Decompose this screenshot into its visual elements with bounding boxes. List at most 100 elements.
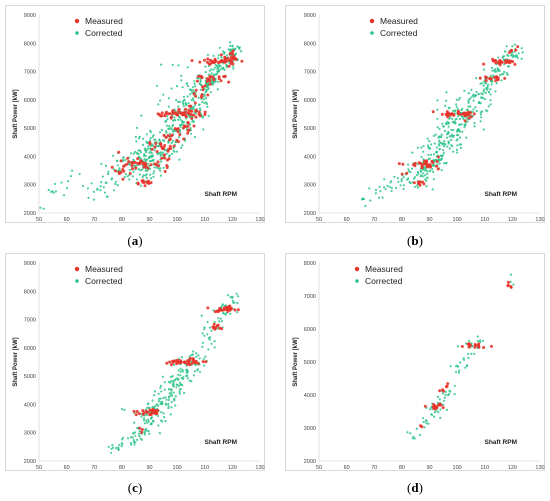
point-corrected <box>181 377 185 380</box>
point-corrected <box>379 190 382 193</box>
point-corrected <box>120 408 124 411</box>
point-corrected <box>153 166 156 169</box>
legend-marker-corrected <box>75 279 79 283</box>
series-corrected <box>107 292 240 454</box>
point-corrected <box>438 148 441 151</box>
point-measured <box>146 166 150 170</box>
point-corrected <box>123 175 126 179</box>
point-corrected <box>225 63 228 66</box>
point-corrected <box>159 386 162 389</box>
point-measured <box>433 404 437 408</box>
point-corrected <box>494 90 497 93</box>
point-corrected <box>433 415 436 418</box>
point-corrected <box>239 50 243 53</box>
point-measured <box>206 93 210 97</box>
point-corrected <box>453 384 456 387</box>
y-tick-label: 6000 <box>304 98 316 104</box>
point-corrected <box>151 154 154 157</box>
point-corrected <box>439 408 442 411</box>
point-corrected <box>474 77 478 80</box>
point-measured <box>144 162 148 166</box>
point-corrected <box>481 339 485 342</box>
point-corrected <box>173 397 176 400</box>
point-corrected <box>458 130 461 133</box>
point-corrected <box>503 55 506 58</box>
point-measured <box>482 346 486 349</box>
point-measured <box>190 59 194 63</box>
point-corrected <box>132 159 135 162</box>
point-corrected <box>148 160 151 163</box>
point-corrected <box>210 68 213 71</box>
point-measured <box>168 137 172 141</box>
y-tick-label: 7000 <box>24 70 36 76</box>
legend: Measured Corrected <box>354 264 403 286</box>
point-corrected <box>178 158 181 161</box>
point-measured <box>141 162 145 166</box>
point-corrected <box>364 204 367 208</box>
point-corrected <box>126 175 129 178</box>
point-corrected <box>487 91 490 94</box>
point-corrected <box>150 151 153 155</box>
point-corrected <box>192 374 195 377</box>
point-corrected <box>383 178 386 181</box>
y-tick-label: 2000 <box>304 211 316 217</box>
point-measured <box>138 426 142 430</box>
x-tick-label: 110 <box>480 465 489 471</box>
point-corrected <box>436 99 439 102</box>
point-corrected <box>432 134 435 137</box>
point-corrected <box>491 80 494 83</box>
point-measured <box>217 77 221 81</box>
point-measured <box>110 165 114 169</box>
point-corrected <box>402 176 405 179</box>
point-corrected <box>216 66 219 69</box>
point-corrected <box>229 49 232 52</box>
series-corrected <box>406 273 515 440</box>
point-corrected <box>165 398 168 401</box>
point-corrected <box>469 105 472 108</box>
point-corrected <box>186 95 189 98</box>
point-measured <box>154 142 158 145</box>
point-corrected <box>139 184 142 187</box>
point-corrected <box>131 436 134 439</box>
point-corrected <box>141 143 144 146</box>
point-measured <box>227 80 231 84</box>
point-measured <box>186 121 190 125</box>
point-corrected <box>192 89 195 92</box>
point-corrected <box>149 136 152 140</box>
x-tick-label: 130 <box>255 217 264 223</box>
point-measured <box>122 164 125 168</box>
point-measured <box>126 156 130 160</box>
point-corrected <box>459 146 462 149</box>
point-corrected <box>363 197 366 201</box>
point-corrected <box>411 437 414 440</box>
point-measured <box>452 113 456 117</box>
caption-a: (a) <box>127 233 143 248</box>
point-corrected <box>139 169 142 172</box>
point-corrected <box>463 126 466 129</box>
point-measured <box>145 410 149 414</box>
point-corrected <box>193 136 196 139</box>
legend-label-measured: Measured <box>380 16 418 26</box>
x-tick-label: 80 <box>399 217 405 223</box>
point-corrected <box>183 99 186 102</box>
point-corrected <box>136 152 139 155</box>
point-corrected <box>199 79 202 82</box>
point-measured <box>439 403 443 407</box>
point-corrected <box>159 169 162 172</box>
point-corrected <box>123 408 126 411</box>
point-corrected <box>447 125 450 128</box>
point-corrected <box>172 383 175 386</box>
point-corrected <box>521 51 524 54</box>
point-measured <box>163 144 167 147</box>
point-corrected <box>436 126 439 129</box>
point-corrected <box>145 159 148 162</box>
point-corrected <box>445 121 448 124</box>
point-corrected <box>489 74 492 77</box>
point-corrected <box>202 357 205 360</box>
point-corrected <box>99 185 102 188</box>
point-corrected <box>509 280 512 283</box>
point-corrected <box>154 404 157 407</box>
point-measured <box>154 409 158 413</box>
point-corrected <box>456 144 459 147</box>
point-corrected <box>448 106 451 109</box>
